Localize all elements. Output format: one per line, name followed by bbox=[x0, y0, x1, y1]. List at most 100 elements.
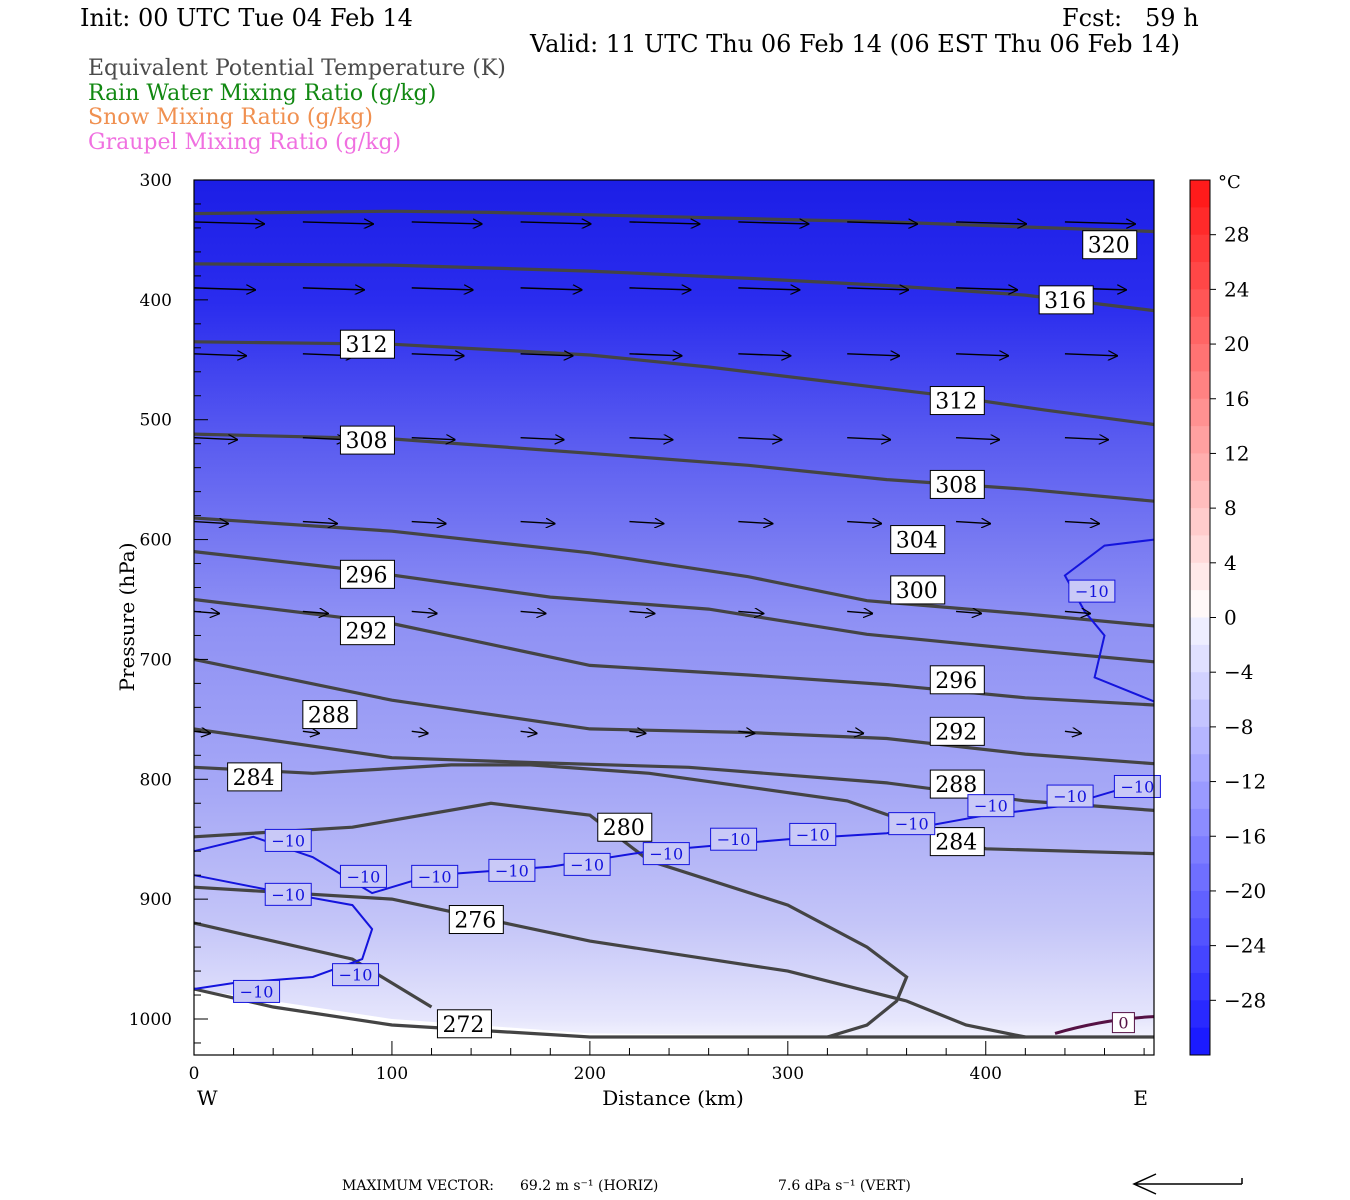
temperature-label-box bbox=[332, 963, 380, 987]
wind-vector bbox=[1064, 354, 1117, 356]
wind-vector bbox=[1064, 222, 1135, 224]
max-vector-vert: 7.6 dPa s⁻¹ (VERT) bbox=[778, 1178, 911, 1194]
colorbar-segment bbox=[1190, 398, 1210, 427]
theta-e-label-box bbox=[436, 1009, 492, 1039]
temperature-label-box bbox=[264, 828, 312, 852]
temperature-label: −10 bbox=[1121, 777, 1155, 796]
wind-vector bbox=[956, 438, 999, 440]
colorbar-segment bbox=[1190, 781, 1210, 810]
colorbar-segment bbox=[1190, 1000, 1210, 1029]
wind-vector bbox=[956, 611, 981, 613]
theta-e-label: 280 bbox=[603, 816, 645, 841]
colorbar-segment bbox=[1190, 863, 1210, 892]
field-theta-e: Equivalent Potential Temperature (K) bbox=[88, 56, 506, 81]
colorbar-segment bbox=[1190, 426, 1210, 454]
wind-vector bbox=[1064, 731, 1081, 733]
theta-e-label-box bbox=[890, 575, 946, 605]
wind-vector bbox=[520, 354, 573, 356]
wind-vector bbox=[411, 611, 437, 613]
colorbar-segment bbox=[1190, 316, 1210, 345]
wind-vector bbox=[520, 438, 564, 440]
colorbar-tick-label: 24 bbox=[1224, 277, 1249, 301]
theta-e-label: 296 bbox=[345, 563, 387, 588]
colorbar-segment bbox=[1190, 972, 1210, 1001]
wind-vector bbox=[738, 354, 790, 356]
colorbar-segment bbox=[1190, 890, 1210, 919]
x-axis-title: Distance (km) bbox=[602, 1086, 744, 1110]
wind-vector bbox=[1064, 522, 1099, 524]
theta-e-label: 300 bbox=[896, 579, 938, 604]
wind-vector bbox=[411, 731, 428, 733]
theta-e-label-box bbox=[339, 616, 395, 646]
theta-e-contour bbox=[193, 921, 433, 1009]
wind-vector bbox=[411, 222, 482, 224]
x-tick-label: 0 bbox=[189, 1064, 200, 1084]
plot-frame bbox=[193, 179, 1155, 1056]
colorbar-tick-label: 16 bbox=[1224, 387, 1249, 411]
colorbar-tick-label: 0 bbox=[1224, 606, 1237, 630]
temperature-label-box bbox=[888, 812, 936, 836]
theta-e-label-box bbox=[929, 386, 985, 416]
theta-e-label: 320 bbox=[1088, 234, 1130, 259]
wind-vector bbox=[411, 354, 464, 356]
colorbar-segment bbox=[1190, 480, 1210, 509]
colorbar-segment bbox=[1190, 672, 1210, 701]
colorbar-segment bbox=[1190, 808, 1210, 837]
colorbar-segment bbox=[1190, 590, 1210, 618]
colorbar-tick-label: −8 bbox=[1224, 715, 1253, 739]
wind-vector bbox=[847, 222, 917, 224]
colorbar-segment bbox=[1190, 644, 1210, 673]
theta-e-label-box bbox=[1082, 230, 1138, 260]
colorbar-tick-label: −20 bbox=[1224, 879, 1266, 903]
wind-vector bbox=[520, 731, 537, 733]
temperature-label: −10 bbox=[240, 982, 274, 1001]
wind-vector bbox=[520, 222, 591, 224]
wind-vector bbox=[302, 438, 346, 440]
theta-e-label-box bbox=[302, 700, 358, 730]
wind-vector bbox=[520, 611, 546, 613]
wind-vector bbox=[738, 731, 754, 733]
wind-vector bbox=[629, 288, 690, 290]
wind-vector bbox=[193, 522, 228, 524]
temperature-label-box bbox=[488, 858, 536, 882]
wind-vector bbox=[629, 731, 645, 733]
colorbar-segment bbox=[1190, 180, 1210, 208]
temperature-label-box bbox=[1068, 579, 1116, 603]
wind-vector bbox=[193, 354, 246, 356]
colorbar-tick-label: −12 bbox=[1224, 770, 1266, 794]
x-tick-label: 100 bbox=[376, 1064, 408, 1084]
axes: 300 400 500 600 700 800 900 1000 0 100 200 300 400 Di… bbox=[115, 171, 1155, 1110]
colorbar-segment bbox=[1190, 234, 1210, 263]
theta-e-label: 312 bbox=[345, 333, 387, 358]
temperature-label-box bbox=[264, 882, 312, 906]
y-axis-title: Pressure (hPa) bbox=[115, 543, 139, 692]
temperature-label-box bbox=[563, 852, 611, 876]
wind-vector bbox=[629, 438, 672, 440]
wind-vector bbox=[956, 522, 990, 524]
wind-vector bbox=[956, 288, 1017, 290]
wind-vector bbox=[629, 611, 654, 613]
theta-e-contour bbox=[193, 262, 1155, 313]
init-time: Init: 00 UTC Tue 04 Feb 14 bbox=[80, 4, 413, 32]
theta-e-contour bbox=[193, 727, 1155, 812]
theta-e-label: 288 bbox=[935, 773, 977, 798]
temperature-label-box bbox=[339, 864, 387, 888]
colorbar-tick-label: 12 bbox=[1224, 441, 1249, 465]
field-graupel: Graupel Mixing Ratio (g/kg) bbox=[88, 130, 402, 155]
colorbar-segment bbox=[1190, 262, 1210, 290]
wind-vector bbox=[193, 222, 264, 224]
colorbar-segment bbox=[1190, 371, 1210, 400]
theta-e-label: 296 bbox=[935, 669, 977, 694]
theta-e-label: 276 bbox=[454, 909, 496, 934]
wind-vector bbox=[1064, 438, 1108, 440]
wind-vector bbox=[847, 288, 908, 290]
colorbar-tick-label: 4 bbox=[1224, 551, 1237, 575]
theta-e-label-box bbox=[929, 716, 985, 746]
colorbar-segment bbox=[1190, 836, 1210, 865]
colorbar-tick-label: 8 bbox=[1224, 496, 1237, 520]
y-tick-label: 1000 bbox=[129, 1010, 172, 1030]
wind-vector bbox=[738, 522, 772, 524]
theta-e-label: 308 bbox=[935, 473, 977, 498]
temperature-label: −10 bbox=[717, 830, 751, 849]
